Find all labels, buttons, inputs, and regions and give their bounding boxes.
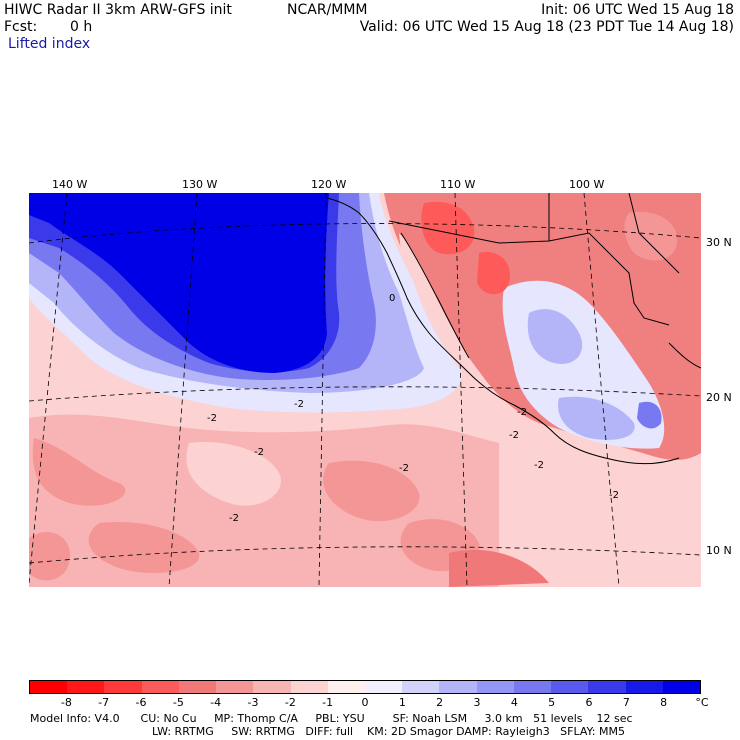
contour-labels: 0 -2 -2 -2 -2 -2 -2 -2 -2 -2: [207, 293, 619, 524]
colorbar-swatch: [588, 681, 626, 693]
colorbar-tick-label: -3: [247, 696, 259, 709]
colorbar-tick-label: 4: [510, 696, 518, 709]
coastlines: [326, 193, 701, 465]
model-title: HIWC Radar II 3km ARW-GFS init: [4, 2, 232, 18]
colorbar-swatch: [513, 681, 552, 693]
colorbar-swatch: [253, 681, 291, 693]
colorbar-swatch: [625, 681, 663, 693]
colorbar-tick-label: -6: [135, 696, 147, 709]
land-region: [384, 193, 701, 460]
colorbar-unit: °C: [695, 696, 709, 709]
lat-lon-grid: [29, 193, 701, 587]
lon-label-130w: 130 W: [182, 178, 218, 191]
colorbar-tick-label: 8: [660, 696, 668, 709]
model-info-line2: LW: RRTMG SW: RRTMG DIFF: full KM: 2D Sm…: [152, 725, 625, 738]
colorbar-swatch: [290, 681, 328, 693]
colorbar-tick-label: -5: [172, 696, 184, 709]
positive-li-region: [29, 193, 462, 413]
colorbar-tick-label: 7: [622, 696, 630, 709]
colorbar-tick-label: 1: [398, 696, 406, 709]
colorbar-swatch: [216, 681, 254, 693]
colorbar-tick-label: 3: [473, 696, 481, 709]
colorbar-tick-label: 5: [548, 696, 556, 709]
contour-label: -2: [229, 513, 239, 524]
contour-label: -2: [609, 490, 619, 501]
colorbar-tick-label: 0: [361, 696, 369, 709]
colorbar-swatch: [327, 681, 365, 693]
center-label: NCAR/MMM: [287, 2, 368, 18]
lon-label-110w: 110 W: [440, 178, 476, 191]
colorbar-swatch: [402, 681, 440, 693]
colorbar-tick-label: -7: [98, 696, 110, 709]
colorbar-swatch: [141, 681, 179, 693]
lat-label-30n: 30 N: [706, 236, 732, 249]
lat-label-20n: 20 N: [706, 391, 732, 404]
contour-label: -2: [534, 460, 544, 471]
colorbar-swatch: [439, 681, 477, 693]
colorbar-tick-label: 6: [585, 696, 593, 709]
colorbar-swatch: [364, 681, 403, 693]
ocean-negative-patches: [29, 414, 549, 587]
colorbar-tick-label: -2: [284, 696, 296, 709]
contour-label: -2: [294, 399, 304, 410]
colorbar-swatch: [476, 681, 514, 693]
colorbar-tick-label: -8: [60, 696, 72, 709]
contour-label: -2: [517, 407, 527, 418]
colorbar-tick-label: 2: [436, 696, 444, 709]
contour-label: -2: [399, 463, 409, 474]
colorbar-tick-label: -4: [210, 696, 222, 709]
colorbar: [29, 680, 701, 694]
colorbar-swatch: [104, 681, 142, 693]
colorbar-swatch: [662, 681, 700, 693]
colorbar-swatch: [30, 681, 68, 693]
lon-label-120w: 120 W: [311, 178, 347, 191]
contour-label: -2: [254, 447, 264, 458]
contour-label: -2: [509, 430, 519, 441]
valid-time: Valid: 06 UTC Wed 15 Aug 18 (23 PDT Tue …: [359, 19, 734, 35]
lifted-index-map: 0 -2 -2 -2 -2 -2 -2 -2 -2 -2: [29, 193, 701, 587]
lat-label-10n: 10 N: [706, 544, 732, 557]
contour-label: -2: [207, 413, 217, 424]
colorbar-tick-label: -1: [322, 696, 334, 709]
model-info-line1: Model Info: V4.0 CU: No Cu MP: Thomp C/A…: [30, 712, 633, 725]
contour-label: 0: [389, 293, 395, 304]
colorbar-swatch: [67, 681, 105, 693]
lon-label-140w: 140 W: [52, 178, 88, 191]
colorbar-swatch: [178, 681, 217, 693]
forecast-label: Fcst:: [4, 19, 38, 35]
field-name: Lifted index: [8, 36, 91, 52]
forecast-hour: 0 h: [70, 19, 93, 35]
init-time: Init: 06 UTC Wed 15 Aug 18: [541, 2, 734, 18]
colorbar-swatch: [551, 681, 589, 693]
lon-label-100w: 100 W: [569, 178, 605, 191]
